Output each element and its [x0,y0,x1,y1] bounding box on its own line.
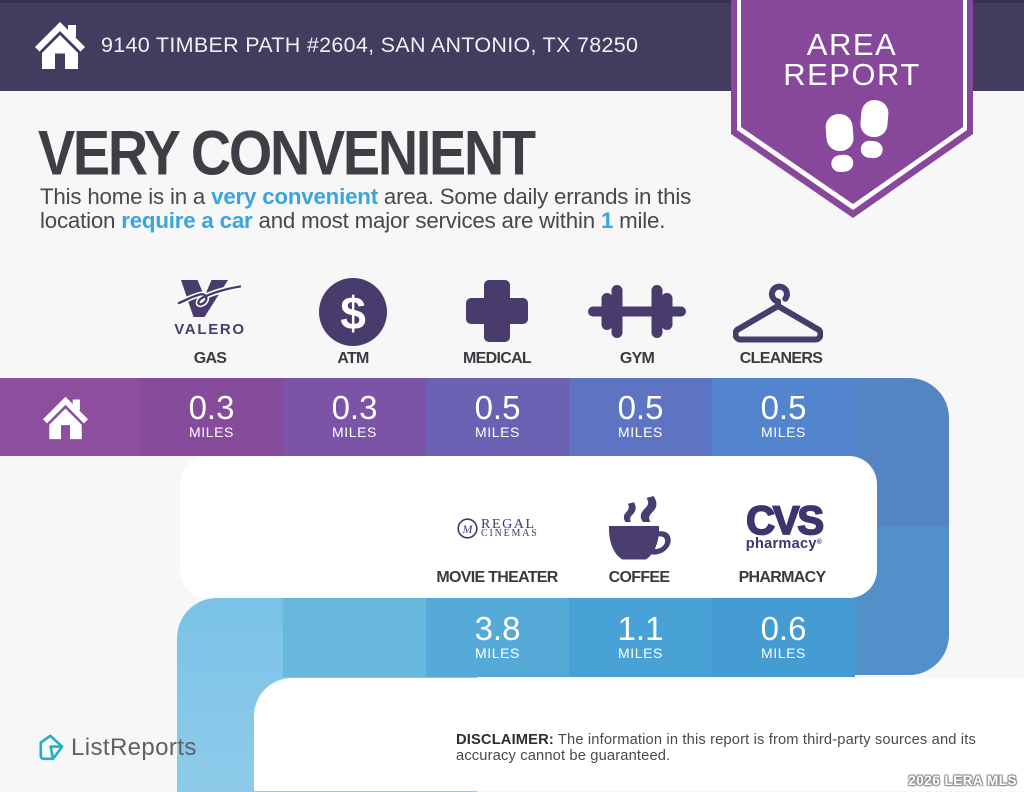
svg-text:$: $ [340,287,366,339]
svg-text:M: M [462,522,474,536]
svg-text:VALERO: VALERO [174,321,246,338]
